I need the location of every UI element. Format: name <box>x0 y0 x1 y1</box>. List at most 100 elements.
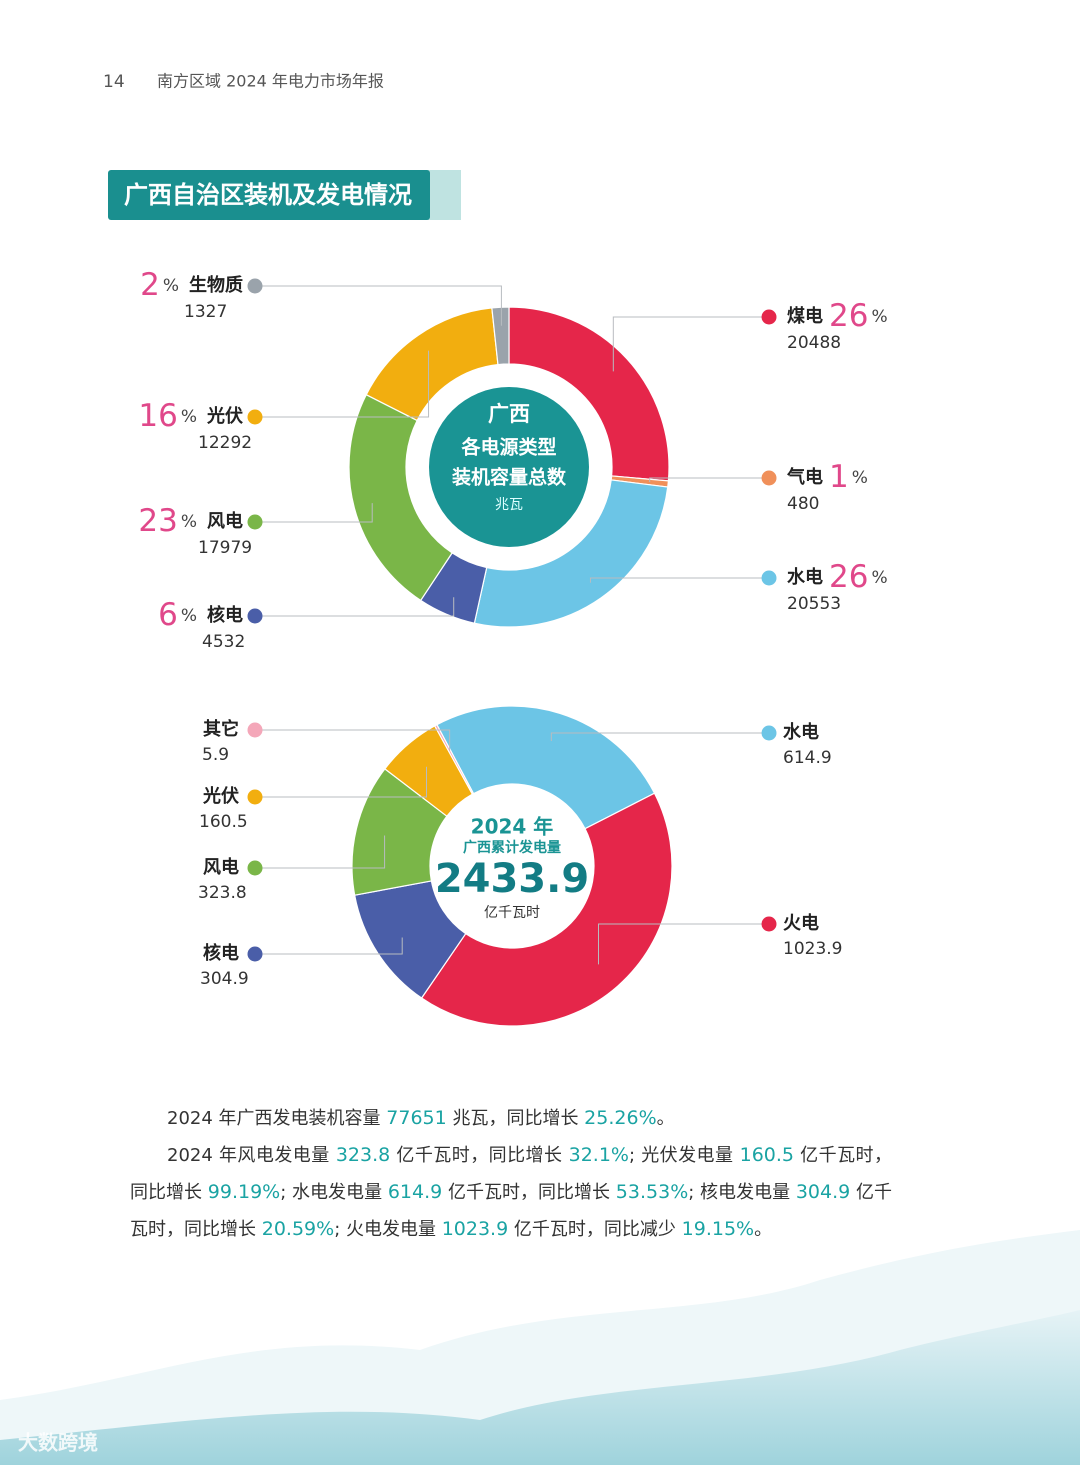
legend-dot <box>247 278 263 294</box>
percent-value: 23 <box>138 503 177 539</box>
category-name: 生物质 <box>189 274 243 296</box>
watermark: 大数跨境 <box>18 1431 98 1455</box>
slice-value: 20553 <box>787 594 841 614</box>
legend-dot <box>247 514 263 530</box>
paragraph: 2024 年风电发电量 323.8 亿千瓦时，同比增长 32.1%; 光伏发电量… <box>130 1137 892 1248</box>
highlight-number: 32.1% <box>568 1144 629 1166</box>
donut-slice <box>491 306 510 366</box>
title-box <box>108 170 430 220</box>
legend-dot <box>761 309 777 325</box>
center-text: 广西 <box>488 402 530 426</box>
donut-slice <box>473 479 669 628</box>
highlight-number: 160.5 <box>739 1144 795 1166</box>
slice-value: 614.9 <box>783 748 832 768</box>
slice-label: 16% 光伏 <box>138 398 243 434</box>
legend-dot <box>247 860 263 876</box>
category-name: 水电 <box>783 721 819 743</box>
slice-value: 12292 <box>198 433 252 453</box>
percent-value: 26 <box>829 559 868 595</box>
percent-sign: % <box>871 307 887 327</box>
donut-slice <box>436 705 656 830</box>
text-run: 2024 年广西发电装机容量 <box>167 1108 387 1129</box>
slice-value: 4532 <box>202 632 245 652</box>
legend-dot <box>761 725 777 741</box>
slice-label: 火电 <box>783 912 819 934</box>
category-name: 光伏 <box>206 405 243 427</box>
leader-line <box>255 835 386 869</box>
text-run: 2024 年风电发电量 <box>167 1145 336 1166</box>
slice-value: 20488 <box>787 333 841 353</box>
text-run: ; 核电发电量 <box>688 1182 796 1203</box>
percent-value: 26 <box>829 298 868 334</box>
center-disc <box>429 387 589 547</box>
leader-line <box>255 729 451 751</box>
mountain-fg <box>0 1310 1080 1465</box>
category-name: 核电 <box>203 942 239 964</box>
legend-dot <box>761 470 777 486</box>
text-run: ; 水电发电量 <box>280 1182 388 1203</box>
percent-value: 1 <box>829 459 849 495</box>
center-total: 2433.9 <box>435 856 589 902</box>
slice-value: 5.9 <box>202 745 229 765</box>
slice-label: 核电 <box>203 942 239 964</box>
leader-line <box>612 316 769 372</box>
highlight-number: 77651 <box>386 1107 447 1129</box>
donut-slice <box>433 723 475 796</box>
leader-line <box>255 350 430 418</box>
slice-value: 480 <box>787 494 819 514</box>
legend-dot <box>761 570 777 586</box>
slice-label: 6% 核电 <box>158 597 243 633</box>
leader-line <box>255 597 455 617</box>
percent-sign: % <box>181 606 197 626</box>
percent-value: 16 <box>138 398 177 434</box>
highlight-number: 1023.9 <box>441 1218 509 1240</box>
text-run: 亿千瓦时，同比增长 <box>390 1145 569 1166</box>
category-name: 风电 <box>207 510 243 532</box>
percent-value: 6 <box>158 597 178 633</box>
page-number: 14 <box>103 72 125 92</box>
leader-line <box>589 577 769 583</box>
category-name: 火电 <box>783 912 819 934</box>
legend-dot <box>247 789 263 805</box>
slice-label: 风电 <box>203 856 239 878</box>
text-run: 亿千瓦时，同比增长 <box>130 1145 892 1203</box>
category-name: 核电 <box>207 604 243 626</box>
text-run: 。 <box>754 1219 773 1240</box>
text-run: 亿千瓦时，同比增长 <box>442 1182 616 1203</box>
text-run: 亿千瓦时，同比增长 <box>130 1182 892 1240</box>
legend-dot <box>247 722 263 738</box>
slice-label: 其它 <box>203 718 239 740</box>
category-name: 风电 <box>203 856 239 878</box>
leader-line <box>255 503 373 523</box>
percent-sign: % <box>852 468 868 488</box>
center-text: 各电源类型 <box>460 436 556 459</box>
text-run: ; 光伏发电量 <box>628 1145 740 1166</box>
slice-label: 23% 风电 <box>138 503 243 539</box>
highlight-number: 25.26% <box>584 1107 657 1129</box>
category-name: 气电 <box>786 466 823 488</box>
slice-value: 1023.9 <box>783 939 842 959</box>
center-text: 装机容量总数 <box>451 466 567 489</box>
slice-label: 光伏 <box>202 785 239 807</box>
legend-dot <box>247 946 263 962</box>
highlight-number: 53.53% <box>615 1181 689 1203</box>
percent-sign: % <box>181 407 197 427</box>
highlight-number: 99.19% <box>207 1181 281 1203</box>
center-title: 2024 年 <box>471 815 554 839</box>
donut-slice <box>420 792 673 1027</box>
slice-value: 304.9 <box>200 969 249 989</box>
slice-value: 160.5 <box>199 812 248 832</box>
percent-value: 2 <box>140 267 160 303</box>
running-title: 南方区域 2024 年电力市场年报 <box>157 72 384 91</box>
leader-line <box>255 285 502 326</box>
section-title: 广西自治区装机及发电情况 <box>124 181 412 209</box>
leader-line <box>550 732 769 742</box>
percent-sign: % <box>181 512 197 532</box>
leader-line <box>255 937 403 955</box>
leader-line <box>649 477 769 483</box>
category-name: 其它 <box>203 718 239 740</box>
highlight-number: 304.9 <box>795 1181 851 1203</box>
legend-dot <box>761 916 777 932</box>
